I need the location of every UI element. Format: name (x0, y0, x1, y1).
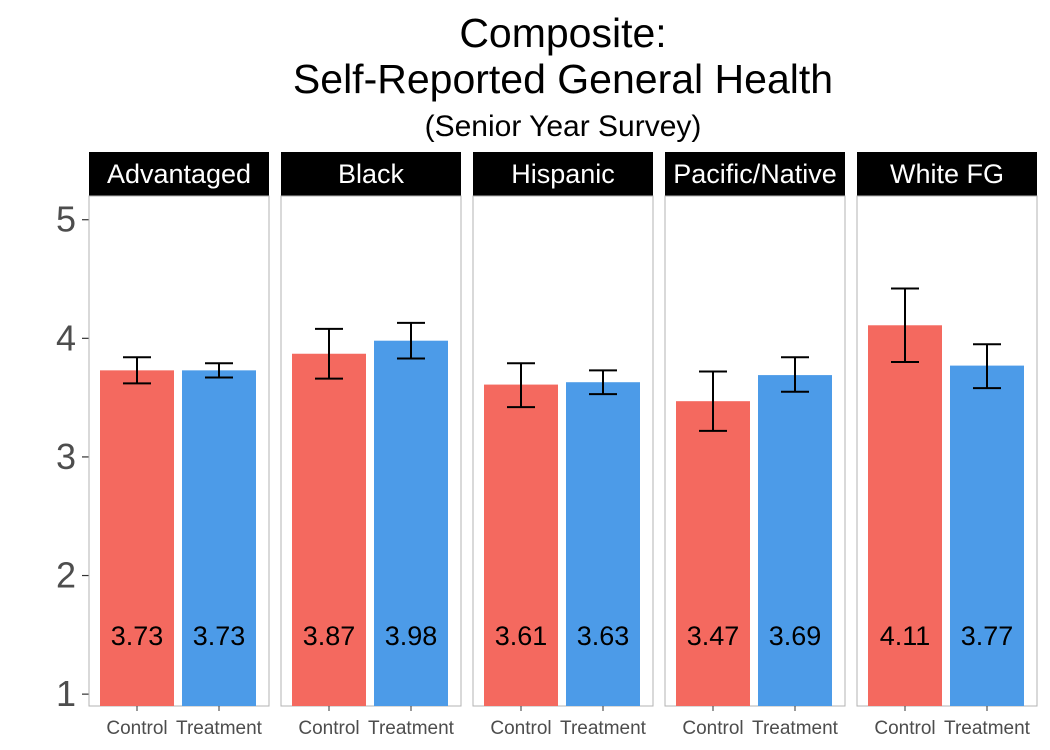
facet-panel-border (472, 195, 654, 707)
data-label: 3.47 (687, 621, 740, 651)
facet-panel: Black 3.87 Control 3.98 Treatment (280, 152, 462, 739)
x-tick-label: Treatment (176, 718, 263, 739)
data-label: 4.11 (880, 621, 931, 651)
x-tick-label: Treatment (368, 718, 455, 739)
facet-strip-label: White FG (890, 159, 1004, 189)
y-tick-label: 5 (56, 199, 76, 240)
facet-strip (89, 152, 269, 196)
bar-control (100, 370, 174, 706)
x-tick-label: Control (682, 718, 743, 739)
x-tick-label: Control (298, 718, 359, 739)
facet-strip-label: Hispanic (511, 159, 615, 189)
x-tick-label: Treatment (560, 718, 647, 739)
bar-treatment (950, 365, 1024, 706)
facet-panel-border (664, 195, 846, 707)
facet-strip (857, 152, 1037, 196)
facet-panel-border (280, 195, 462, 707)
x-tick-label: Treatment (752, 718, 839, 739)
x-tick-label: Control (106, 718, 167, 739)
bar-control (868, 325, 942, 706)
facet-strip (473, 152, 653, 196)
facet-strip-label: Pacific/Native (673, 159, 837, 189)
y-tick-label: 2 (56, 555, 76, 596)
bar-treatment (758, 375, 832, 706)
facet-strip-label: Advantaged (107, 159, 251, 189)
facet-panel-border (856, 195, 1038, 707)
data-label: 3.77 (961, 621, 1014, 651)
x-tick-label: Control (874, 718, 935, 739)
data-label: 3.63 (577, 621, 630, 651)
facet-panel-border (88, 195, 270, 707)
facet-strip-label: Black (338, 159, 405, 189)
facet-strip (281, 152, 461, 196)
facet-panel: White FG 4.11 Control 3.77 Treatment (856, 152, 1038, 739)
bar-control (292, 353, 366, 706)
data-label: 3.69 (769, 621, 822, 651)
data-label: 3.73 (111, 621, 164, 651)
data-label: 3.61 (495, 621, 548, 651)
bar-control (676, 401, 750, 706)
y-axis: 1 2 3 4 5 (56, 199, 89, 714)
data-label: 3.98 (385, 621, 438, 651)
facet-panel: Advantaged 3.73 Control 3.73 Treatment (88, 152, 270, 739)
bar-control (484, 384, 558, 706)
y-tick-label: 4 (56, 317, 76, 358)
data-label: 3.73 (193, 621, 246, 651)
y-tick-label: 3 (56, 436, 76, 477)
x-tick-label: Control (490, 718, 551, 739)
bar-treatment (182, 370, 256, 706)
y-tick-label: 1 (56, 673, 76, 714)
facet-panel: Pacific/Native 3.47 Control 3.69 Treatment (664, 152, 846, 739)
chart-title-line-2: Self-Reported General Health (293, 56, 833, 102)
chart-subtitle: (Senior Year Survey) (425, 110, 702, 143)
facet-strip (665, 152, 845, 196)
x-tick-label: Treatment (944, 718, 1031, 739)
facet-panels: Advantaged 3.73 Control 3.73 Treatment Black 3… (88, 152, 1038, 739)
bar-treatment (374, 340, 448, 706)
bar-treatment (566, 382, 640, 706)
chart-title-line-1: Composite: (459, 10, 666, 56)
data-label: 3.87 (303, 621, 356, 651)
facet-panel: Hispanic 3.61 Control 3.63 Treatment (472, 152, 654, 739)
